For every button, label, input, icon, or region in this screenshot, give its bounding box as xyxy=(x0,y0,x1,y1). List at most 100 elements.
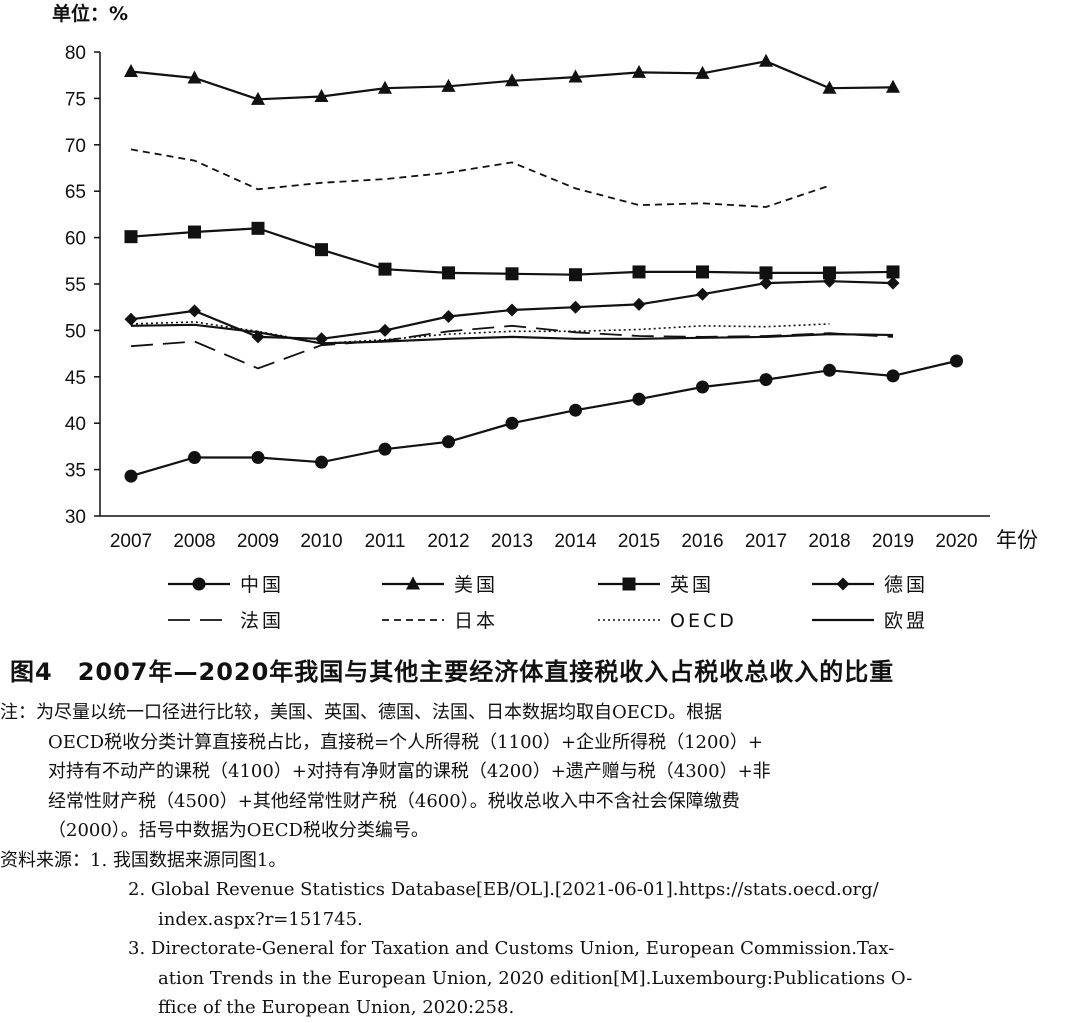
data-point xyxy=(505,303,519,317)
data-point xyxy=(124,469,138,483)
data-point xyxy=(251,451,265,465)
data-point xyxy=(251,91,265,105)
x-tick-label: 2015 xyxy=(618,531,660,552)
y-tick-label: 55 xyxy=(65,275,86,296)
data-point xyxy=(251,221,265,235)
data-point xyxy=(378,80,392,94)
data-point xyxy=(823,363,836,377)
series-中国 xyxy=(124,354,963,483)
note-line: （2000）。括号中数据为OECD税收分类编号。 xyxy=(48,820,429,841)
data-point xyxy=(759,266,773,280)
source-line: ffice of the European Union, 2020:258. xyxy=(158,997,515,1018)
data-point xyxy=(696,287,709,301)
data-point xyxy=(378,323,392,337)
data-point xyxy=(696,380,709,394)
x-tick-label: 2007 xyxy=(110,531,152,552)
data-point xyxy=(569,268,582,282)
series-layer xyxy=(124,53,963,483)
series-英国 xyxy=(124,221,900,282)
series-日本 xyxy=(130,148,830,208)
data-point xyxy=(759,53,773,67)
data-point xyxy=(759,276,773,290)
source-line: index.aspx?r=151745. xyxy=(158,908,363,930)
series-德国 xyxy=(124,274,900,346)
data-point xyxy=(315,455,328,469)
data-point xyxy=(505,416,519,430)
x-tick-label: 2020 xyxy=(935,531,977,552)
legend-item: 英国 xyxy=(598,574,714,596)
x-tick-label: 2017 xyxy=(745,531,787,552)
legend-swatch-marker xyxy=(406,576,420,590)
data-point xyxy=(695,65,710,79)
x-tick-label: 2013 xyxy=(491,531,533,552)
data-point xyxy=(886,265,900,279)
figure-notes: 注：为尽量以统一口径进行比较，美国、英国、德国、法国、日本数据均取自OECD。根… xyxy=(0,698,1075,1023)
legend-item: 法国 xyxy=(168,610,284,632)
unit-label: 单位：% xyxy=(52,2,128,25)
data-point xyxy=(188,304,201,318)
x-tick-label: 2008 xyxy=(173,531,215,552)
y-tick-label: 45 xyxy=(65,368,86,389)
note-line: 对持有不动产的课税（4100）+对持有净财富的课税（4200）+遗产赠与税（43… xyxy=(48,761,771,782)
data-point xyxy=(886,276,900,290)
y-tick-label: 30 xyxy=(65,507,86,528)
y-tick-label: 70 xyxy=(65,136,86,157)
x-tick-label: 2016 xyxy=(681,531,723,552)
data-point xyxy=(759,373,773,387)
data-point xyxy=(505,267,519,281)
data-point xyxy=(886,369,900,383)
data-point xyxy=(441,78,456,92)
x-tick-label: 2011 xyxy=(365,531,406,552)
note-line: 注：为尽量以统一口径进行比较，美国、英国、德国、法国、日本数据均取自OECD。根… xyxy=(0,702,723,723)
note-line: 经常性财产税（4500）+其他经常性财产税（4600）。税收总收入中不含社会保障… xyxy=(48,790,740,812)
series-line xyxy=(130,321,830,345)
data-point xyxy=(696,265,709,279)
data-point xyxy=(442,266,455,280)
source-line: 3. Directorate-General for Taxation and … xyxy=(128,938,895,959)
data-point xyxy=(569,300,582,314)
data-point xyxy=(822,80,837,94)
data-point xyxy=(315,243,328,257)
source-line: ation Trends in the European Union, 2020… xyxy=(158,967,913,989)
data-point xyxy=(124,312,138,326)
data-point xyxy=(950,354,963,368)
data-point xyxy=(188,451,201,465)
legend-label: 法国 xyxy=(240,610,284,632)
y-tick-label: 35 xyxy=(65,461,86,482)
x-tick-label: 2018 xyxy=(808,531,850,552)
series-OECD xyxy=(130,321,830,345)
y-tick-label: 50 xyxy=(65,321,86,342)
y-tick-label: 60 xyxy=(65,229,86,250)
y-tick-label: 65 xyxy=(65,182,86,203)
legend-swatch-marker xyxy=(192,577,206,591)
legend-swatch-marker xyxy=(836,577,850,591)
y-tick-label: 80 xyxy=(65,43,86,64)
x-tick-label: 2014 xyxy=(554,531,597,552)
legend-label: 英国 xyxy=(670,574,714,596)
series-欧盟 xyxy=(130,323,894,345)
source-heading: 资料来源：1. 我国数据来源同图1。 xyxy=(0,849,287,871)
chart-axes: 30 35 40 45 50 55 60 65 70 75 80 2007 2008 2009 2010 20… xyxy=(65,43,990,552)
legend-label: 中国 xyxy=(240,574,284,596)
xaxis-suffix-label: 年份 xyxy=(996,528,1038,552)
data-point xyxy=(378,442,392,456)
data-point xyxy=(442,435,455,449)
data-point xyxy=(378,262,392,276)
series-line xyxy=(130,359,957,478)
data-point xyxy=(886,79,900,93)
legend-label: OECD xyxy=(670,610,737,632)
legend-item: OECD xyxy=(598,610,737,632)
x-tick-label: 2019 xyxy=(872,531,914,552)
data-point xyxy=(632,392,646,406)
data-point xyxy=(823,266,836,280)
data-point xyxy=(632,265,646,279)
source-line: 2. Global Revenue Statistics Database[EB… xyxy=(128,879,879,900)
data-point xyxy=(124,230,138,244)
data-point xyxy=(569,403,582,417)
legend-label: 美国 xyxy=(454,574,498,596)
legend-item: 美国 xyxy=(382,574,498,596)
line-chart: 单位：% 30 35 40 45 50 55 60 65 70 75 80 2007 2008 2009 2… xyxy=(52,2,1038,632)
legend-item: 德国 xyxy=(812,574,925,596)
data-point xyxy=(188,225,201,239)
